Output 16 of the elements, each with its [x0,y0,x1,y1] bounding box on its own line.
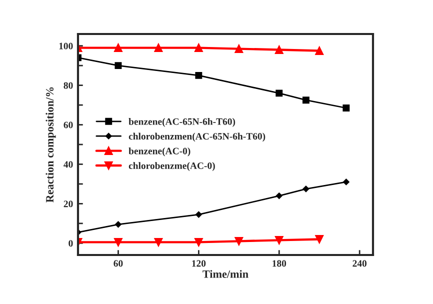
x-tick-label: 240 [352,260,367,267]
x-tick-label: 180 [272,260,286,267]
y-tick-label: 0 [68,240,73,247]
y-axis-title: Reaction composition/% [46,87,56,202]
y-tick-label: 20 [64,200,73,208]
x-axis-title: Time/min [202,270,248,278]
x-tick-label: 60 [114,260,123,267]
y-tick-label: 80 [64,82,73,89]
x-tick-label: 120 [192,260,206,267]
y-tick-label: 40 [64,161,73,168]
legend-label: benzene(AC-65N-6h-T60) [128,118,236,127]
legend-label: chlorobenzme(AC-0) [128,162,215,171]
y-tick-label: 100 [59,42,73,50]
y-tick-label: 60 [64,122,73,128]
legend-label: benzene(AC-0) [128,147,190,156]
legend-label: chlorobenzmen(AC-65N-6h-T60) [128,132,266,142]
